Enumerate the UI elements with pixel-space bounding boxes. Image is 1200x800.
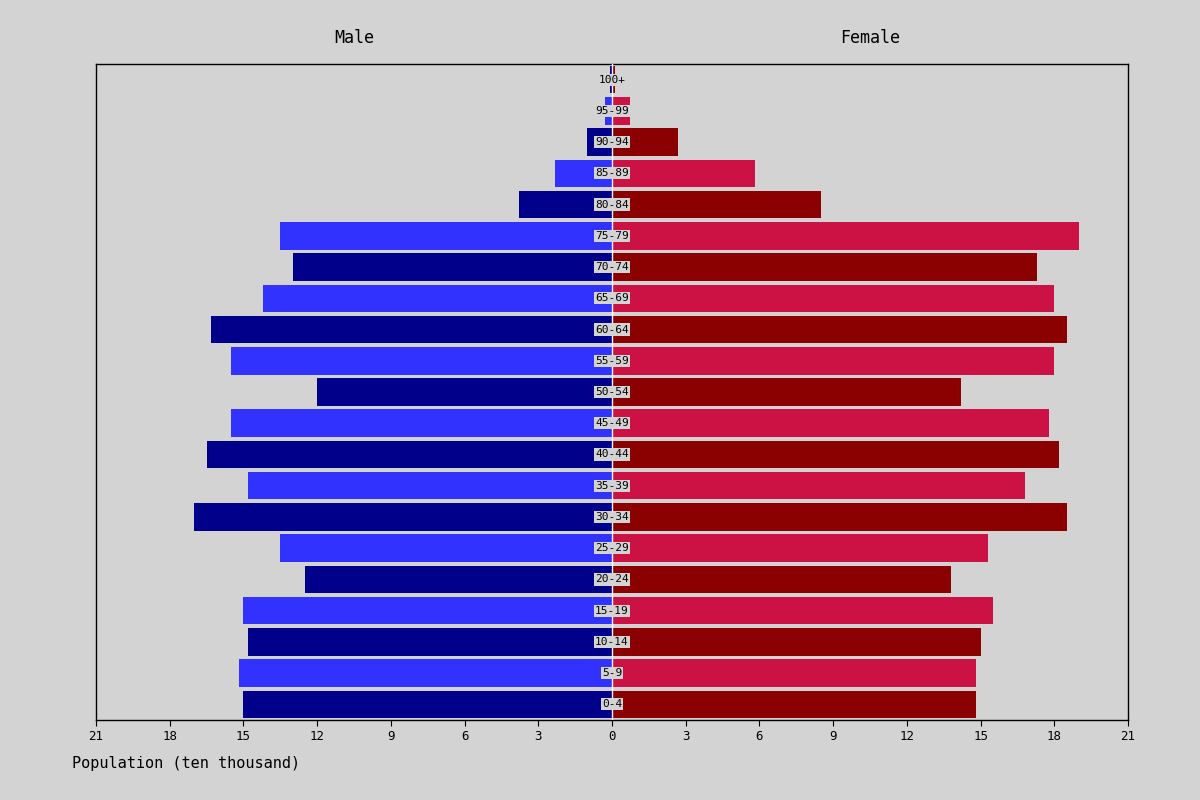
Text: 15-19: 15-19 <box>595 606 629 616</box>
Bar <box>612 347 1055 374</box>
Bar <box>232 347 612 374</box>
Bar <box>612 566 952 593</box>
Bar <box>305 566 612 593</box>
Bar <box>610 66 612 94</box>
Text: 20-24: 20-24 <box>595 574 629 585</box>
Text: 55-59: 55-59 <box>595 356 629 366</box>
Bar <box>556 159 612 187</box>
Text: Male: Male <box>334 29 374 47</box>
Text: 40-44: 40-44 <box>595 450 629 459</box>
Bar <box>263 285 612 312</box>
Bar <box>605 97 612 125</box>
Text: 90-94: 90-94 <box>595 137 629 147</box>
Bar <box>612 597 992 625</box>
Text: 60-64: 60-64 <box>595 325 629 334</box>
Bar <box>612 659 976 687</box>
Bar <box>612 97 630 125</box>
Text: 75-79: 75-79 <box>595 231 629 241</box>
Text: 50-54: 50-54 <box>595 387 629 397</box>
Bar <box>612 285 1055 312</box>
Text: 85-89: 85-89 <box>595 168 629 178</box>
Text: 80-84: 80-84 <box>595 199 629 210</box>
Bar <box>588 128 612 156</box>
Bar <box>612 378 961 406</box>
Bar <box>612 690 976 718</box>
Bar <box>612 316 1067 343</box>
Text: 5-9: 5-9 <box>602 668 622 678</box>
Text: Female: Female <box>840 29 900 47</box>
Bar <box>194 503 612 530</box>
Text: 10-14: 10-14 <box>595 637 629 647</box>
Bar <box>239 659 612 687</box>
Bar <box>211 316 612 343</box>
Bar <box>612 128 678 156</box>
Bar <box>612 410 1049 437</box>
Text: 65-69: 65-69 <box>595 294 629 303</box>
Bar <box>612 441 1060 468</box>
Bar <box>248 628 612 656</box>
Text: 95-99: 95-99 <box>595 106 629 116</box>
Bar <box>612 66 614 94</box>
Bar <box>612 503 1067 530</box>
Text: 45-49: 45-49 <box>595 418 629 428</box>
Bar <box>612 628 980 656</box>
Bar <box>281 534 612 562</box>
Bar <box>206 441 612 468</box>
Bar <box>612 472 1025 499</box>
Text: Population (ten thousand): Population (ten thousand) <box>72 756 300 771</box>
Bar <box>612 534 988 562</box>
Text: 35-39: 35-39 <box>595 481 629 490</box>
Text: 25-29: 25-29 <box>595 543 629 553</box>
Bar <box>518 191 612 218</box>
Bar <box>248 472 612 499</box>
Bar <box>244 690 612 718</box>
Text: 100+: 100+ <box>599 74 625 85</box>
Bar <box>612 159 755 187</box>
Bar <box>281 222 612 250</box>
Text: 0-4: 0-4 <box>602 699 622 710</box>
Bar <box>612 254 1037 281</box>
Bar <box>244 597 612 625</box>
Bar <box>232 410 612 437</box>
Bar <box>612 222 1079 250</box>
Bar <box>293 254 612 281</box>
Text: 70-74: 70-74 <box>595 262 629 272</box>
Bar <box>612 191 821 218</box>
Text: 30-34: 30-34 <box>595 512 629 522</box>
Bar <box>317 378 612 406</box>
